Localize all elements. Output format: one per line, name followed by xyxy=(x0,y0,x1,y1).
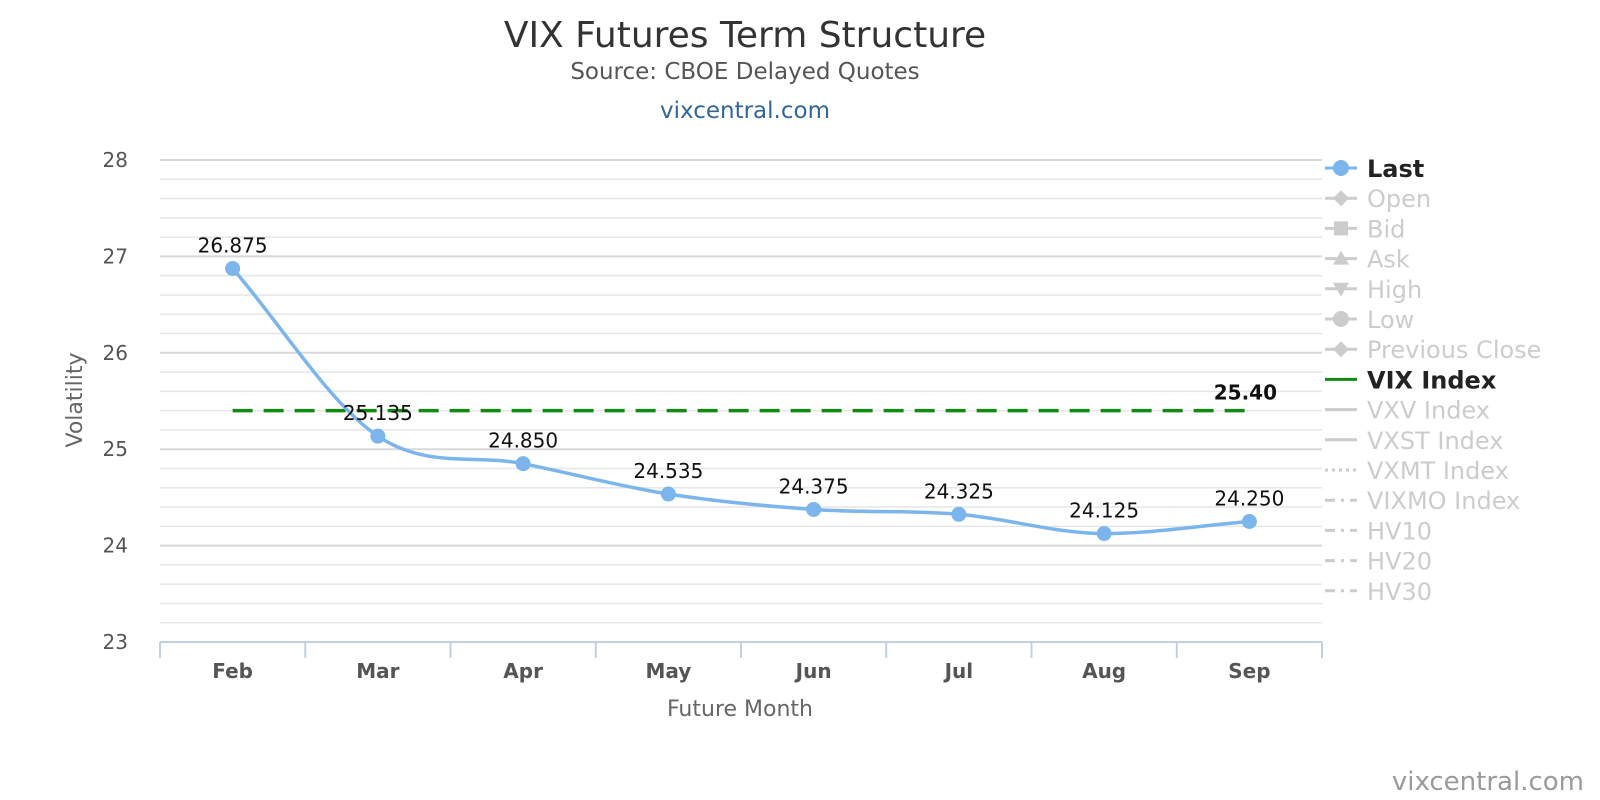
legend-label: High xyxy=(1367,276,1422,304)
last-data-point[interactable] xyxy=(1096,526,1112,542)
x-tick-label: Mar xyxy=(356,659,399,683)
legend-item[interactable]: HV10 xyxy=(1325,517,1432,545)
legend-label: Bid xyxy=(1367,215,1405,243)
y-tick-label: 26 xyxy=(103,341,128,365)
legend-label: Low xyxy=(1367,306,1414,334)
grid-lines xyxy=(160,159,1322,624)
legend-diamond-icon xyxy=(1333,341,1349,358)
last-data-label: 26.875 xyxy=(198,233,268,257)
last-data-point[interactable] xyxy=(225,260,241,276)
legend-label: Ask xyxy=(1367,246,1410,274)
last-data-label: 24.250 xyxy=(1214,487,1284,511)
last-data-point[interactable] xyxy=(1241,514,1257,529)
legend-label: VXMT Index xyxy=(1367,457,1509,485)
legend-label: VIX Index xyxy=(1367,366,1497,394)
legend-item[interactable]: Open xyxy=(1325,185,1431,213)
vix-index-series: 25.40 xyxy=(232,381,1277,413)
last-data-point[interactable] xyxy=(370,428,386,444)
legend-label: VXV Index xyxy=(1367,397,1490,425)
x-tick-label: Aug xyxy=(1082,659,1126,683)
chart-title: VIX Futures Term Structure xyxy=(504,15,986,56)
x-tick-label: Sep xyxy=(1228,659,1270,683)
legend-item[interactable]: Bid xyxy=(1325,215,1405,243)
x-tick-label: May xyxy=(645,659,691,683)
legend-item[interactable]: Ask xyxy=(1325,246,1410,274)
legend-item[interactable]: High xyxy=(1325,276,1422,304)
legend-item[interactable]: Previous Close xyxy=(1325,336,1541,364)
y-tick-label: 24 xyxy=(103,534,128,558)
legend-item[interactable]: VXMT Index xyxy=(1325,457,1509,485)
legend-label: VIXMO Index xyxy=(1367,487,1520,515)
legend-diamond-icon xyxy=(1333,190,1349,207)
legend-item[interactable]: HV20 xyxy=(1325,548,1432,576)
legend-item[interactable]: VXV Index xyxy=(1325,397,1490,425)
x-tick-label: Jul xyxy=(943,659,974,683)
legend-label: Open xyxy=(1367,185,1431,213)
y-axis-ticks: 23 24 25 26 27 28 xyxy=(103,148,128,654)
last-data-label: 24.125 xyxy=(1069,499,1139,523)
last-data-point[interactable] xyxy=(660,486,676,502)
legend-item[interactable]: Last xyxy=(1325,155,1424,183)
legend-label: HV30 xyxy=(1367,578,1432,606)
last-data-label: 25.135 xyxy=(343,401,413,425)
last-data-label: 24.325 xyxy=(924,479,994,503)
legend-circle-icon xyxy=(1333,311,1349,327)
credit-link[interactable]: vixcentral.com xyxy=(1392,767,1584,797)
x-axis: Feb Mar Apr May Jun Jul Aug Sep xyxy=(159,641,1323,683)
last-data-label: 24.375 xyxy=(779,474,849,498)
source-link[interactable]: vixcentral.com xyxy=(660,98,830,124)
last-data-label: 24.850 xyxy=(488,429,558,453)
y-tick-label: 27 xyxy=(103,244,128,268)
legend-square-icon xyxy=(1334,221,1348,236)
x-axis-title: Future Month xyxy=(667,697,813,722)
y-tick-label: 28 xyxy=(103,148,128,172)
last-data-label: 24.535 xyxy=(633,459,703,483)
legend-label: HV10 xyxy=(1367,517,1432,545)
x-tick-label: Jun xyxy=(794,659,832,683)
legend-triangle-down-icon xyxy=(1333,282,1349,297)
x-tick-label: Feb xyxy=(212,659,253,683)
legend-triangle-icon xyxy=(1333,250,1349,265)
last-series: 26.875 25.135 24.850 24.535 24.375 24.325 24.1… xyxy=(198,233,1284,542)
legend-item[interactable]: HV30 xyxy=(1325,578,1432,606)
legend-item[interactable]: VIXMO Index xyxy=(1325,487,1520,515)
legend-label: Last xyxy=(1367,155,1424,183)
last-data-point[interactable] xyxy=(515,456,531,472)
vix-index-data-label: 25.40 xyxy=(1214,381,1277,405)
x-tick-label: Apr xyxy=(503,659,543,683)
legend-item[interactable]: VXST Index xyxy=(1325,427,1503,455)
y-tick-label: 25 xyxy=(103,437,128,461)
last-data-point[interactable] xyxy=(806,501,822,517)
legend-label: HV20 xyxy=(1367,548,1432,576)
legend-circle-icon xyxy=(1333,160,1349,176)
legend-item[interactable]: VIX Index xyxy=(1325,366,1497,394)
last-data-point[interactable] xyxy=(951,506,967,522)
legend-label: VXST Index xyxy=(1367,427,1503,455)
legend-item[interactable]: Low xyxy=(1325,306,1414,334)
chart-subtitle: Source: CBOE Delayed Quotes xyxy=(570,59,919,85)
y-tick-label: 23 xyxy=(103,630,128,654)
y-axis-title: Volatility xyxy=(63,352,88,447)
legend-label: Previous Close xyxy=(1367,336,1541,364)
